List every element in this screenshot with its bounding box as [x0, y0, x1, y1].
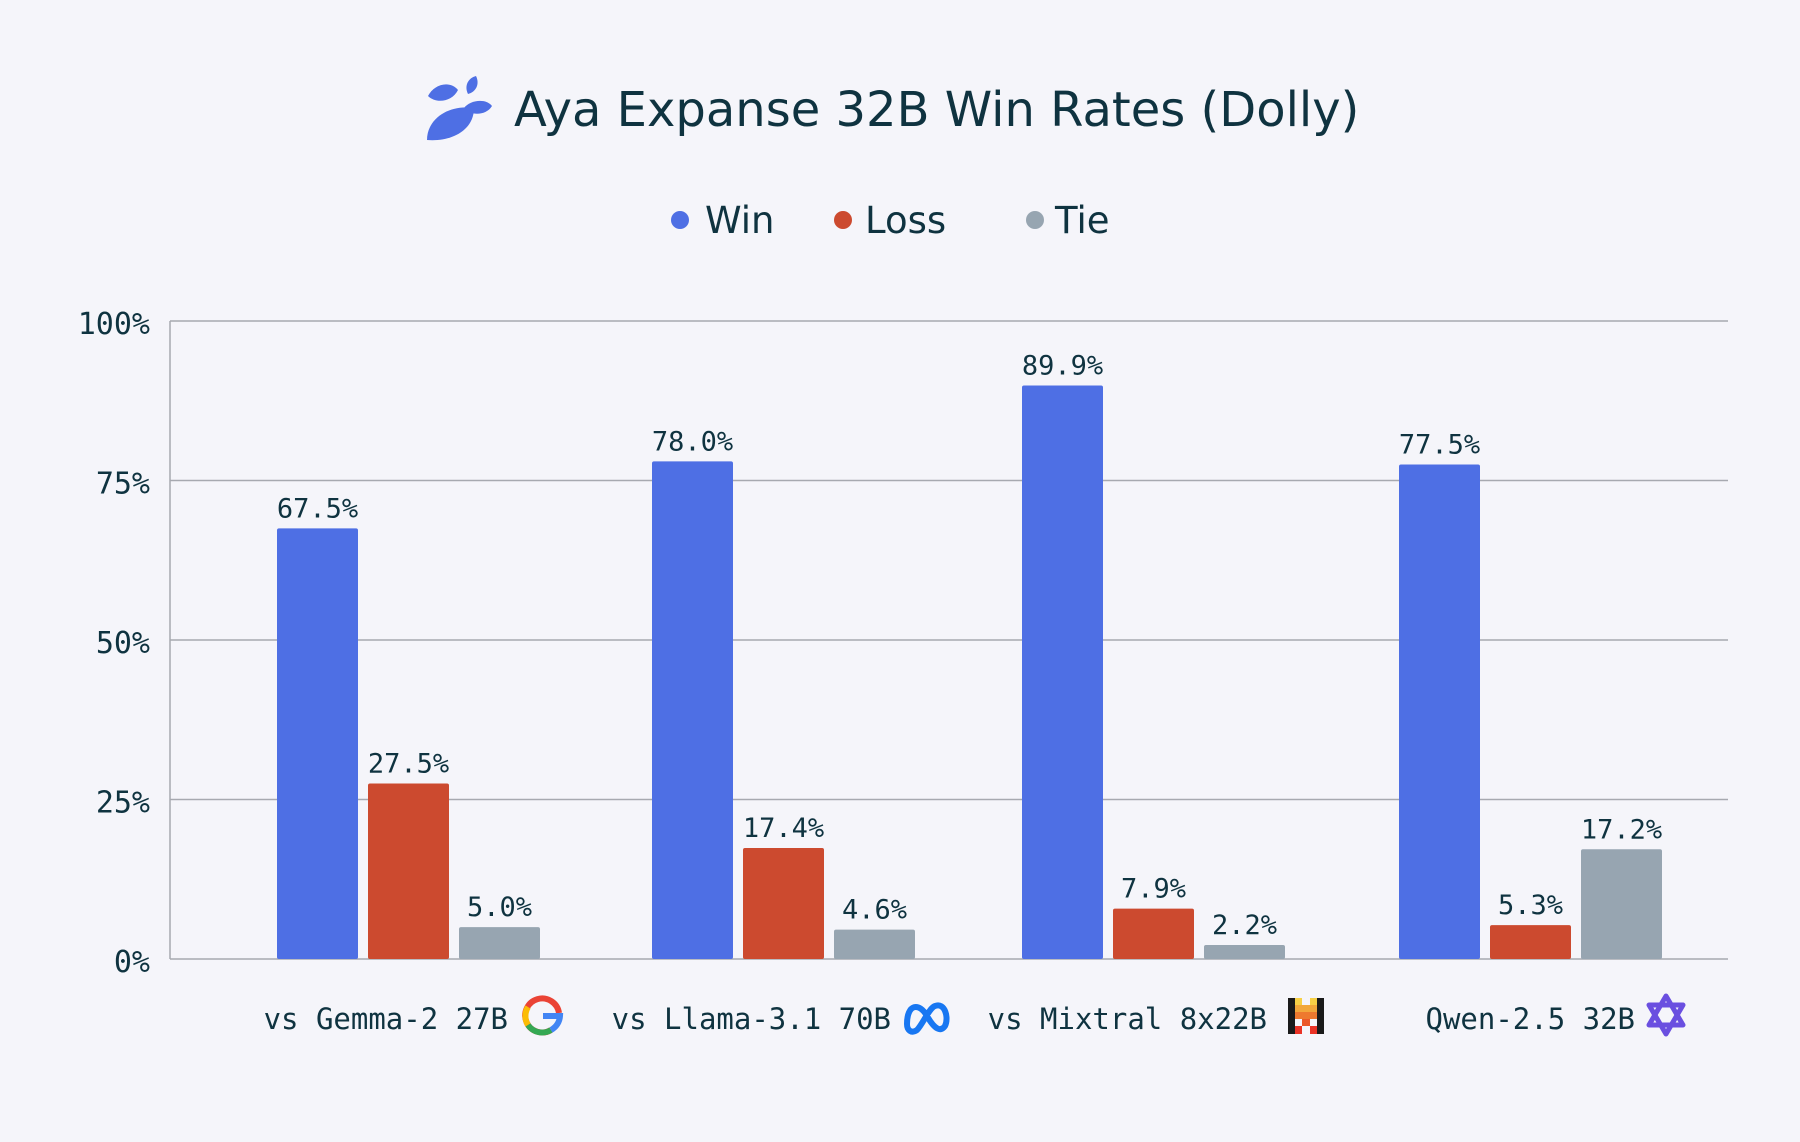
google-icon: [522, 995, 564, 1036]
legend-marker-win: [671, 211, 689, 229]
bar-loss: [368, 783, 449, 959]
bar-win: [1399, 464, 1480, 959]
bar-win: [277, 528, 358, 959]
bar-win: [652, 461, 733, 959]
bars: [277, 385, 1662, 959]
aya-logo-icon: [427, 76, 492, 141]
y-axis: 0% 25% 50% 75% 100%: [78, 307, 150, 980]
x-category-label: vs Mixtral 8x22B: [988, 1002, 1267, 1036]
legend-item-tie: Tie: [1026, 199, 1110, 242]
value-label-loss: 27.5%: [368, 749, 449, 780]
value-label-tie: 4.6%: [842, 895, 907, 926]
legend-marker-tie: [1026, 211, 1044, 229]
legend: Win Loss Tie: [671, 199, 1110, 242]
legend-marker-loss: [834, 211, 852, 229]
value-label-loss: 7.9%: [1121, 874, 1186, 905]
bar-tie: [459, 927, 540, 959]
legend-label-win: Win: [705, 199, 775, 242]
bar-tie: [834, 929, 915, 959]
qwen-icon: [1646, 993, 1686, 1037]
value-label-tie: 17.2%: [1581, 814, 1662, 845]
y-tick-label: 25%: [96, 786, 150, 821]
x-category-label: Qwen-2.5 32B: [1425, 1002, 1635, 1036]
value-label-win: 67.5%: [277, 493, 358, 524]
mistral-icon: [1288, 998, 1324, 1034]
chart-title-group: Aya Expanse 32B Win Rates (Dolly): [427, 76, 1359, 141]
bar-loss: [743, 847, 824, 959]
data-labels: 67.5% 27.5% 5.0% 78.0% 17.4% 4.6% 89.9% 7.9% 2.2…: [277, 350, 1662, 941]
y-tick-label: 75%: [96, 467, 150, 502]
legend-item-loss: Loss: [834, 199, 946, 242]
bar-tie: [1581, 849, 1662, 959]
bar-loss: [1113, 908, 1194, 959]
value-label-win: 77.5%: [1399, 430, 1480, 461]
value-label-tie: 2.2%: [1212, 910, 1277, 941]
value-label-win: 89.9%: [1022, 350, 1103, 381]
y-tick-label: 0%: [114, 945, 150, 980]
bar-win: [1022, 385, 1103, 959]
value-label-loss: 5.3%: [1498, 890, 1563, 921]
bar-tie: [1204, 944, 1285, 959]
y-tick-label: 50%: [96, 626, 150, 661]
x-category-label: vs Gemma-2 27B: [264, 1002, 508, 1036]
bar-loss: [1490, 925, 1571, 959]
legend-label-loss: Loss: [865, 199, 946, 242]
value-label-loss: 17.4%: [743, 813, 824, 844]
value-label-win: 78.0%: [652, 426, 733, 457]
legend-label-tie: Tie: [1054, 199, 1110, 242]
x-axis: vs Gemma-2 27B vs Llama-3.1 70B vs Mixtral…: [264, 1002, 1635, 1036]
chart-title: Aya Expanse 32B Win Rates (Dolly): [514, 82, 1359, 138]
x-category-label: vs Llama-3.1 70B: [612, 1002, 891, 1036]
legend-item-win: Win: [671, 199, 775, 242]
y-tick-label: 100%: [78, 307, 150, 342]
value-label-tie: 5.0%: [467, 892, 532, 923]
meta-icon: [904, 1002, 950, 1035]
